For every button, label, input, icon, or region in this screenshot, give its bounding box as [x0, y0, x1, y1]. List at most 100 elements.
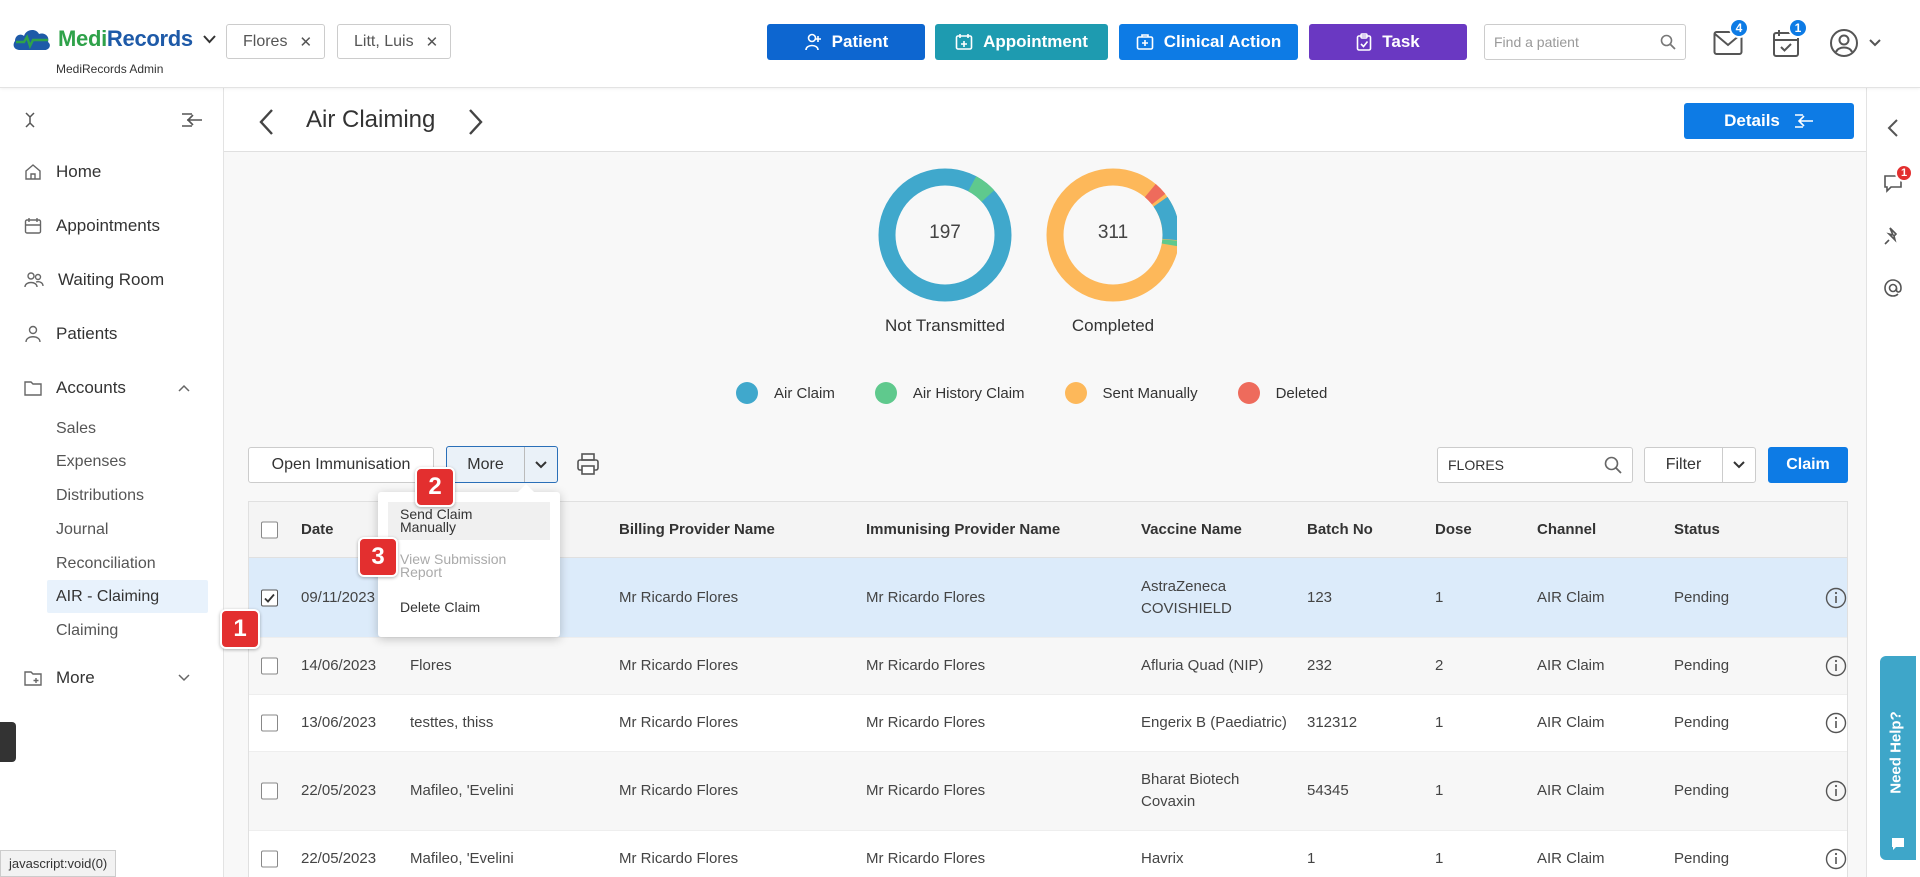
vaccine-name-line1: AstraZeneca: [1141, 577, 1227, 595]
sidebar: Home Appointments Waiting Room Patients …: [0, 88, 224, 877]
folder-icon: [24, 381, 42, 396]
clinical-action-button[interactable]: Clinical Action: [1119, 24, 1298, 60]
menu-item-send-claim-manually[interactable]: Send Claim Manually: [388, 502, 550, 540]
sidebar-subitem-reconciliation[interactable]: Reconciliation: [56, 555, 156, 572]
info-icon[interactable]: [1825, 655, 1847, 677]
close-icon[interactable]: ✕: [425, 33, 439, 51]
sidebar-subitem-journal[interactable]: Journal: [56, 521, 109, 538]
task-button[interactable]: Task: [1309, 24, 1467, 60]
cell-billing-provider: Mr Ricardo Flores: [619, 714, 739, 731]
cell-vaccine-name: Engerix B (Paediatric): [1141, 714, 1287, 731]
row-checkbox[interactable]: [261, 714, 278, 732]
patient-button[interactable]: Patient: [767, 24, 925, 60]
column-header-batch-no[interactable]: Batch No: [1307, 520, 1373, 538]
column-header-date[interactable]: Date: [301, 520, 334, 538]
column-header-immunising-provider[interactable]: Immunising Provider Name: [866, 520, 1061, 538]
user-menu[interactable]: [1829, 28, 1881, 58]
chevron-right-icon[interactable]: [468, 108, 484, 136]
select-all-checkbox[interactable]: [261, 521, 278, 538]
chevron-left-icon[interactable]: [1887, 118, 1899, 138]
not-transmitted-label: Not Transmitted: [885, 316, 1005, 335]
cell-vaccine-name: Afluria Quad (NIP): [1141, 657, 1264, 674]
task-button-label: Task: [1382, 32, 1420, 51]
chevron-left-icon[interactable]: [258, 108, 274, 136]
printer-icon[interactable]: [576, 452, 600, 476]
sidebar-item-patients[interactable]: Patients: [24, 324, 117, 344]
sidebar-subitem-air-claiming[interactable]: AIR - Claiming: [56, 588, 160, 605]
row-checkbox-checked[interactable]: [261, 589, 278, 606]
open-immunisation-button[interactable]: Open Immunisation: [248, 447, 434, 483]
add-person-icon: [804, 33, 821, 51]
info-icon[interactable]: [1825, 587, 1847, 609]
legend-swatch: [736, 382, 758, 404]
at-mention-icon[interactable]: [1883, 278, 1903, 298]
pin-icon[interactable]: [1883, 226, 1903, 246]
patient-tab-label: Litt, Luis: [354, 32, 414, 50]
row-checkbox[interactable]: [261, 657, 278, 675]
claim-search-input[interactable]: FLORES: [1437, 447, 1633, 483]
brand-name-part2: Records: [106, 26, 193, 51]
claim-button[interactable]: Claim: [1768, 447, 1848, 483]
info-icon[interactable]: [1825, 712, 1847, 734]
cell-dose: 1: [1435, 782, 1444, 799]
cell-batch-no: 312312: [1307, 714, 1358, 731]
sidebar-item-appointments[interactable]: Appointments: [24, 216, 160, 236]
cell-date: 09/11/2023: [301, 588, 375, 606]
vaccine-name-line1: Bharat Biotech: [1141, 771, 1240, 788]
cell-batch-no: 123: [1307, 588, 1333, 606]
row-checkbox[interactable]: [261, 782, 278, 800]
legend-swatch: [1237, 382, 1260, 404]
menu-item-delete-claim[interactable]: Delete Claim: [388, 595, 550, 620]
cell-immunising-provider: Mr Ricardo Flores: [866, 588, 986, 606]
info-icon[interactable]: [1825, 848, 1847, 870]
brand-logo[interactable]: MediRecords: [12, 26, 216, 52]
search-icon[interactable]: [1660, 34, 1676, 50]
patient-tab[interactable]: Flores ✕: [226, 24, 326, 59]
find-patient-placeholder: Find a patient: [1494, 34, 1579, 50]
details-button[interactable]: Details: [1684, 103, 1854, 139]
need-help-tab[interactable]: Need Help?: [1880, 656, 1916, 860]
column-header-billing-provider[interactable]: Billing Provider Name: [619, 520, 775, 538]
search-icon[interactable]: [1604, 456, 1622, 474]
sidebar-item-home[interactable]: Home: [24, 162, 101, 182]
legend-item[interactable]: Deleted: [1237, 382, 1327, 404]
sidebar-subitem-claiming[interactable]: Claiming: [56, 622, 119, 639]
filter-dropdown-button[interactable]: Filter: [1644, 447, 1756, 483]
find-patient-input[interactable]: Find a patient: [1484, 24, 1686, 60]
table-row[interactable]: 22/05/2023 Mafileo, 'Evelini Mr Ricardo …: [249, 831, 1847, 877]
collapse-vertical-icon[interactable]: [24, 111, 36, 129]
more-dropdown-button[interactable]: More: [446, 446, 558, 483]
collapse-sidebar-icon[interactable]: [181, 112, 203, 128]
cell-dose: 1: [1435, 850, 1444, 867]
table-row[interactable]: 22/05/2023 Mafileo, 'Evelini Mr Ricardo …: [249, 752, 1847, 831]
cell-batch-no: 232: [1307, 657, 1333, 674]
column-header-channel[interactable]: Channel: [1537, 520, 1597, 538]
sidebar-item-more[interactable]: More: [24, 668, 204, 688]
collapse-panel-icon: [1794, 114, 1813, 128]
column-header-vaccine-name[interactable]: Vaccine Name: [1141, 520, 1242, 538]
cell-batch-no: 54345: [1307, 782, 1349, 799]
side-handle[interactable]: [0, 722, 16, 762]
brand-subtitle: MediRecords Admin: [56, 62, 164, 76]
appointment-button[interactable]: Appointment: [935, 24, 1108, 60]
column-header-status[interactable]: Status: [1674, 520, 1720, 538]
legend-item[interactable]: Sent Manually: [1064, 382, 1198, 404]
info-icon[interactable]: [1825, 780, 1847, 802]
sidebar-subitem-expenses[interactable]: Expenses: [56, 453, 127, 470]
sidebar-item-label: Patients: [56, 324, 118, 343]
legend-swatch: [1064, 382, 1087, 404]
row-checkbox[interactable]: [261, 850, 278, 868]
sidebar-item-accounts[interactable]: Accounts: [24, 378, 204, 398]
table-row[interactable]: 13/06/2023 testtes, thiss Mr Ricardo Flo…: [249, 695, 1847, 752]
legend-item[interactable]: Air Claim: [736, 382, 835, 404]
table-row[interactable]: 14/06/2023 Flores Mr Ricardo Flores Mr R…: [249, 638, 1847, 695]
column-header-dose[interactable]: Dose: [1435, 520, 1472, 538]
sidebar-subitem-sales[interactable]: Sales: [56, 420, 97, 437]
sidebar-subitem-distributions[interactable]: Distributions: [56, 487, 145, 504]
folder-plus-icon: [24, 671, 42, 686]
patient-tab[interactable]: Litt, Luis ✕: [337, 24, 452, 59]
legend-item[interactable]: Air History Claim: [874, 382, 1025, 404]
close-icon[interactable]: ✕: [299, 33, 313, 51]
chevron-down-icon[interactable]: [203, 31, 216, 47]
sidebar-item-waiting-room[interactable]: Waiting Room: [24, 270, 164, 290]
